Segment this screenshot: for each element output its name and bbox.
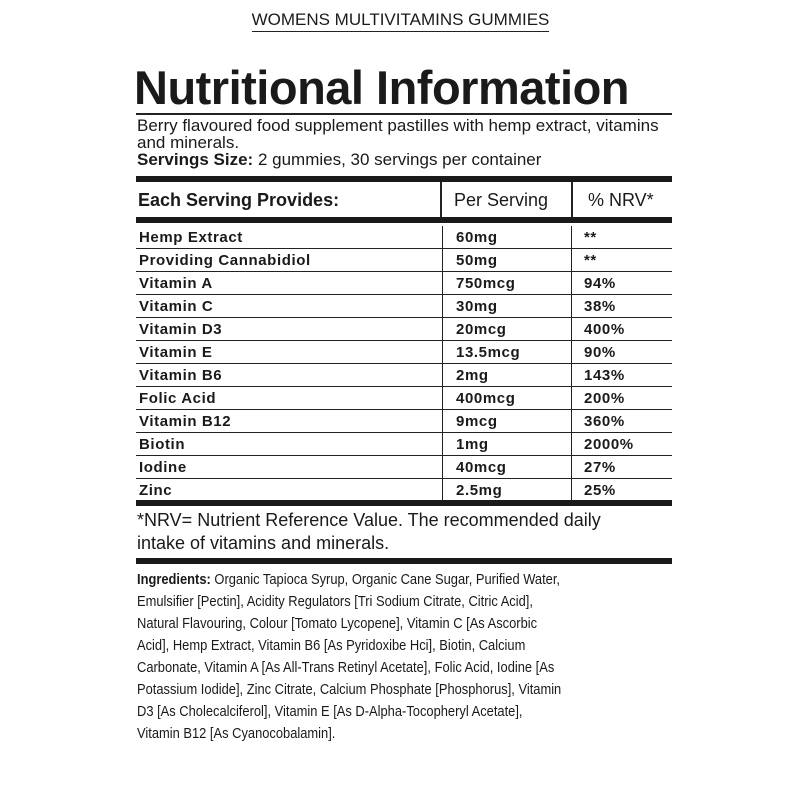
serving-size: Servings Size: 2 gummies, 30 servings pe… (137, 151, 677, 168)
ingredients-line: Acid], Hemp Extract, Vitamin B6 [As Pyri… (137, 635, 670, 657)
cell-per-serving: 13.5mcg (442, 340, 572, 364)
cell-nutrient: Zinc (139, 481, 173, 499)
ingredients-line: Ingredients: Organic Tapioca Syrup, Orga… (137, 569, 670, 591)
cell-nutrient: Hemp Extract (136, 226, 443, 249)
product-name: WOMENS MULTIVITAMINS GUMMIES (0, 10, 801, 32)
cell-nrv: 360% (571, 409, 672, 433)
cell-nrv: 400% (571, 317, 672, 341)
ingredients-text: Acid], Hemp Extract, Vitamin B6 [As Pyri… (137, 637, 526, 654)
ingredients: Ingredients: Organic Tapioca Syrup, Orga… (137, 569, 670, 745)
footnote: *NRV= Nutrient Reference Value. The reco… (137, 509, 601, 555)
ingredients-text: Vitamin B12 [As Cyanocobalamin]. (137, 725, 336, 742)
table-row: Vitamin B12 9mcg 360% (136, 409, 672, 433)
cell-nutrient: Biotin (136, 432, 443, 456)
cell-nutrient: Vitamin D3 (136, 317, 443, 341)
ingredients-line: D3 [As Cholecalciferol], Vitamin E [As D… (137, 701, 670, 723)
serving-value: 2 gummies, 30 servings per container (253, 150, 542, 169)
serving-label: Servings Size: (137, 150, 254, 169)
table-row: Providing Cannabidiol 50mg ** (136, 248, 672, 272)
ingredients-label: Ingredients: (137, 571, 211, 588)
table-header: Each Serving Provides: Per Serving % NRV… (136, 184, 672, 218)
divider (136, 217, 672, 223)
cell-nutrient: Folic Acid (136, 386, 443, 410)
cell-per-serving: 2mg (442, 363, 572, 387)
page-title: Nutritional Information (134, 61, 630, 114)
table-row: Iodine 40mcg 27% (136, 455, 672, 479)
cell-nrv: 27% (571, 455, 672, 479)
cell-per-serving: 40mcg (442, 455, 572, 479)
cell-nrv: 143% (571, 363, 672, 387)
description: Berry flavoured food supplement pastille… (137, 117, 677, 168)
cell-per-serving: 60mg (442, 226, 572, 249)
cell-nrv: 90% (571, 340, 672, 364)
table-row: Zinc 2.5mg 25% (136, 478, 672, 501)
table-row: Hemp Extract 60mg ** (136, 226, 672, 249)
cell-nutrient: Vitamin B6 (136, 363, 443, 387)
table-row: Folic Acid 400mcg 200% (136, 386, 672, 410)
cell-per-serving: 1mg (442, 432, 572, 456)
cell-per-serving: 9mcg (442, 409, 572, 433)
cell-per-serving: 50mg (442, 248, 572, 272)
footnote-line: *NRV= Nutrient Reference Value. The reco… (137, 510, 601, 530)
nutrition-table: Hemp Extract 60mg ** Providing Cannabidiol 5… (136, 226, 672, 501)
cell-per-serving: 30mg (442, 294, 572, 318)
header-per-serving: Per Serving (454, 190, 549, 210)
cell-nutrient: Iodine (136, 455, 443, 479)
divider (136, 500, 672, 506)
footnote-line: intake of vitamins and minerals. (137, 533, 390, 553)
divider (440, 182, 442, 218)
ingredients-line: Vitamin B12 [As Cyanocobalamin]. (137, 723, 670, 745)
divider (571, 182, 573, 218)
cell-per-serving: 20mcg (442, 317, 572, 341)
product-name-text: WOMENS MULTIVITAMINS GUMMIES (251, 10, 550, 32)
ingredients-text: D3 [As Cholecalciferol], Vitamin E [As D… (137, 703, 523, 720)
cell-nutrient: Vitamin E (136, 340, 443, 364)
divider (136, 176, 672, 182)
cell-nutrient: Vitamin B12 (136, 409, 443, 433)
table-row: Vitamin A 750mcg 94% (136, 271, 672, 295)
cell-nrv: 25% (571, 478, 672, 501)
cell-nrv: ** (571, 226, 672, 249)
ingredients-text: Carbonate, Vitamin A [As All-Trans Retin… (137, 659, 555, 676)
ingredients-text: Potassium Iodide], Zinc Citrate, Calcium… (137, 681, 562, 698)
cell-per-serving: 2.5mg (442, 478, 572, 501)
cell-nutrient: Vitamin A (136, 271, 443, 295)
header-nutrient: Each Serving Provides: (138, 190, 340, 210)
table-row: Vitamin D3 20mcg 400% (136, 317, 672, 341)
ingredients-line: Emulsifier [Pectin], Acidity Regulators … (137, 591, 670, 613)
divider (136, 558, 672, 564)
ingredients-text: Natural Flavouring, Colour [Tomato Lycop… (137, 615, 538, 632)
cell-nutrient: Vitamin C (136, 294, 443, 318)
cell-nrv: 2000% (571, 432, 672, 456)
ingredients-line: Natural Flavouring, Colour [Tomato Lycop… (137, 613, 670, 635)
cell-nutrient: Providing Cannabidiol (136, 248, 443, 272)
table-row: Vitamin E 13.5mcg 90% (136, 340, 672, 364)
cell-per-serving: 400mcg (442, 386, 572, 410)
divider (136, 113, 672, 115)
ingredients-text: Emulsifier [Pectin], Acidity Regulators … (137, 593, 533, 610)
ingredients-text: Organic Tapioca Syrup, Organic Cane Suga… (210, 571, 561, 588)
header-nrv: % NRV* (588, 190, 654, 210)
cell-nrv: 94% (571, 271, 672, 295)
cell-nrv: ** (571, 248, 672, 272)
table-row: Biotin 1mg 2000% (136, 432, 672, 456)
table-row: Vitamin C 30mg 38% (136, 294, 672, 318)
description-text: Berry flavoured food supplement pastille… (137, 116, 659, 152)
table-row: Vitamin B6 2mg 143% (136, 363, 672, 387)
cell-per-serving: 750mcg (442, 271, 572, 295)
cell-nrv: 200% (571, 386, 672, 410)
ingredients-line: Potassium Iodide], Zinc Citrate, Calcium… (137, 679, 670, 701)
ingredients-line: Carbonate, Vitamin A [As All-Trans Retin… (137, 657, 670, 679)
cell-nrv: 38% (571, 294, 672, 318)
